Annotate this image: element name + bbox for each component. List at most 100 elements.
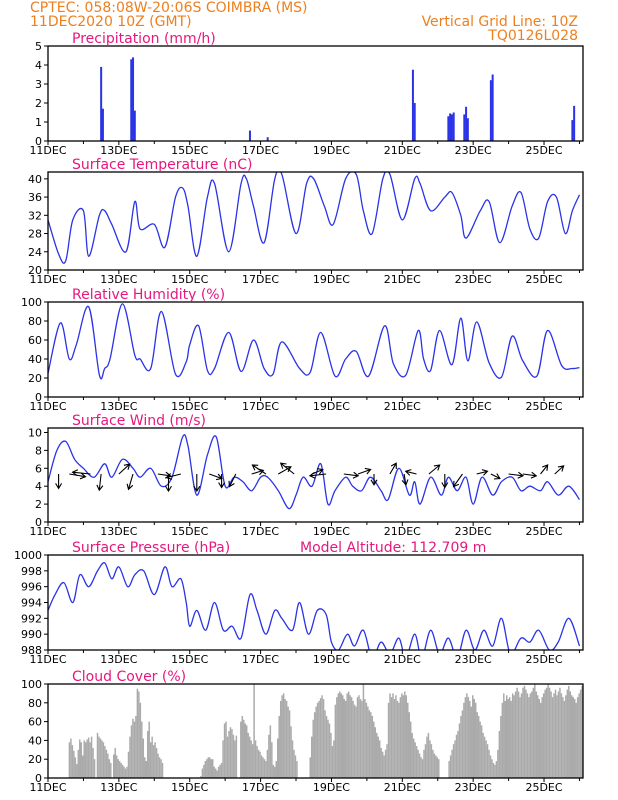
cloud-bar-370 bbox=[595, 690, 596, 778]
cloud-bar-322 bbox=[523, 685, 526, 778]
cloud-bar-371 bbox=[596, 688, 597, 778]
cloud-bar-360 bbox=[579, 689, 582, 778]
cloud-bar-71 bbox=[152, 745, 155, 778]
cloud-bar-380 bbox=[609, 684, 610, 778]
cloud-bar-114 bbox=[216, 770, 218, 778]
cloud-bar-151 bbox=[271, 742, 273, 778]
cloud-bar-250 bbox=[417, 749, 419, 778]
wind-wind-arrow-25 bbox=[428, 464, 441, 475]
cloud-bar-156 bbox=[278, 715, 280, 778]
wind-wind-arrow-13 bbox=[251, 468, 265, 476]
wind-wind-arrow-3 bbox=[96, 473, 104, 492]
cloud-bar-191 bbox=[330, 732, 332, 778]
cloud-bar-222 bbox=[375, 732, 378, 778]
cloud-bar-18 bbox=[74, 757, 77, 778]
cloud-bar-132 bbox=[243, 719, 245, 778]
cloud-bar-188 bbox=[325, 715, 328, 778]
cloud-bar-350 bbox=[565, 695, 567, 778]
cloud-bar-162 bbox=[287, 706, 289, 778]
precip-ytick-label-2: 2 bbox=[35, 97, 42, 110]
cloud-bar-286 bbox=[470, 706, 473, 778]
cloud-bar-358 bbox=[576, 697, 579, 778]
cloud-bar-168 bbox=[296, 761, 298, 778]
cloud-bar-285 bbox=[469, 700, 471, 778]
cloud-bar-65 bbox=[144, 757, 146, 778]
cloud-bar-381 bbox=[611, 688, 612, 778]
cloud-bar-220 bbox=[373, 721, 375, 778]
cloud-bar-146 bbox=[263, 759, 266, 778]
cloud-bar-261 bbox=[433, 753, 436, 778]
cloud-bar-246 bbox=[411, 732, 413, 778]
cloud-bar-27 bbox=[87, 737, 90, 778]
cloud-bar-243 bbox=[407, 702, 409, 778]
cloud-ytick-label-4: 80 bbox=[28, 697, 42, 710]
precip-xtick-label-7: 25DEC bbox=[525, 144, 562, 157]
cloud-bar-223 bbox=[377, 736, 379, 778]
cloud-cover-panel: 0 20 40 60 80 100 11DEC 13DEC 15DEC 17DEC 19DEC 21D… bbox=[21, 669, 612, 794]
cloud-bar-274 bbox=[452, 744, 455, 778]
cloud-bar-321 bbox=[522, 687, 524, 778]
temp-xtick-label-0: 11DEC bbox=[29, 273, 66, 286]
wind-wind-arrow-22 bbox=[389, 462, 397, 475]
cloud-bar-60 bbox=[136, 688, 139, 778]
cloud-xtick-label-5: 21DEC bbox=[384, 781, 421, 794]
cloud-bar-253 bbox=[421, 759, 424, 778]
cloud-bar-41 bbox=[108, 759, 111, 778]
cloud-bar-317 bbox=[516, 687, 518, 778]
pressure-ytick-label-5: 998 bbox=[21, 565, 42, 578]
cloud-bar-247 bbox=[412, 738, 415, 778]
cloud-bar-204 bbox=[349, 695, 351, 778]
precip-plot-area bbox=[100, 57, 576, 141]
temp-ytick-label-4: 36 bbox=[28, 191, 42, 204]
cloud-bar-225 bbox=[380, 747, 382, 778]
cloud-bar-108 bbox=[207, 757, 210, 778]
humidity-ytick-label-2: 40 bbox=[28, 353, 42, 366]
humidity-frame bbox=[47, 301, 584, 398]
cloud-bar-106 bbox=[204, 761, 207, 778]
cloud-bar-353 bbox=[569, 691, 572, 778]
cloud-bar-333 bbox=[539, 702, 542, 778]
cloud-bar-63 bbox=[141, 721, 143, 778]
wind-wind-arrow-26 bbox=[441, 474, 449, 489]
cloud-bar-19 bbox=[76, 763, 78, 778]
cloud-bar-245 bbox=[409, 721, 412, 778]
precip-frame bbox=[47, 45, 584, 142]
wind-wind-arrow-14 bbox=[251, 464, 267, 475]
wind-ytick-label-1: 2 bbox=[35, 498, 42, 511]
cloud-frame bbox=[47, 683, 584, 779]
wind-ytick-label-3: 6 bbox=[35, 462, 42, 475]
cloud-bar-107 bbox=[206, 759, 208, 778]
temp-panel-title: Surface Temperature (nC) bbox=[72, 157, 253, 173]
cloud-bar-121 bbox=[226, 736, 229, 778]
cloud-bar-34 bbox=[98, 736, 100, 778]
cloud-bar-291 bbox=[477, 715, 480, 778]
cloud-bar-55 bbox=[129, 736, 131, 778]
cloud-bar-215 bbox=[365, 702, 368, 778]
cloud-bar-201 bbox=[344, 700, 347, 778]
cloud-bar-232 bbox=[390, 697, 393, 778]
cloud-bar-345 bbox=[557, 691, 560, 778]
cloud-bar-263 bbox=[436, 757, 439, 778]
temp-xtick-label-5: 21DEC bbox=[384, 273, 421, 286]
temp-xtick-label-6: 23DEC bbox=[455, 273, 492, 286]
wind-ytick-label-0: 0 bbox=[35, 516, 42, 529]
pressure-xtick-label-6: 23DEC bbox=[455, 653, 492, 666]
cloud-ytick-label-0: 0 bbox=[35, 772, 42, 785]
cloud-bar-155 bbox=[277, 738, 279, 778]
cloud-bar-296 bbox=[485, 740, 487, 778]
humidity-xtick-label-0: 11DEC bbox=[29, 400, 66, 413]
humidity-xtick-label-1: 13DEC bbox=[100, 400, 137, 413]
humidity-xtick-label-2: 15DEC bbox=[171, 400, 208, 413]
model-altitude-label: Model Altitude: 112.709 m bbox=[300, 540, 486, 556]
cloud-plot-area bbox=[68, 684, 612, 778]
cloud-bar-277 bbox=[457, 731, 459, 778]
temp-frame bbox=[47, 171, 584, 271]
precip-bar-6 bbox=[266, 137, 269, 141]
header-run-date: 11DEC2020 10Z (GMT) bbox=[30, 14, 192, 30]
cloud-bar-207 bbox=[353, 704, 356, 778]
cloud-bar-123 bbox=[229, 727, 232, 778]
cloud-bar-273 bbox=[451, 749, 453, 778]
temp-ytick-label-5: 40 bbox=[28, 173, 42, 186]
precip-bar-15 bbox=[466, 118, 469, 141]
